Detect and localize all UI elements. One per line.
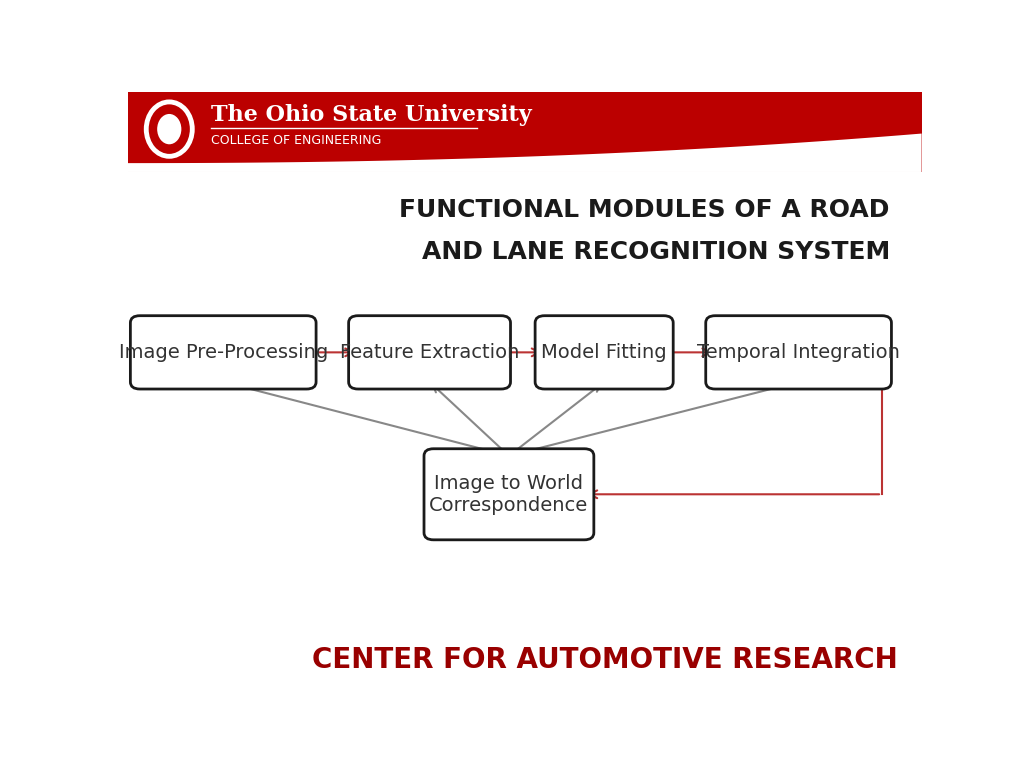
Polygon shape (128, 134, 922, 172)
Text: AND LANE RECOGNITION SYSTEM: AND LANE RECOGNITION SYSTEM (422, 240, 890, 264)
Text: CENTER FOR AUTOMOTIVE RESEARCH: CENTER FOR AUTOMOTIVE RESEARCH (312, 646, 898, 674)
Text: COLLEGE OF ENGINEERING: COLLEGE OF ENGINEERING (211, 134, 382, 147)
Text: Feature Extraction: Feature Extraction (340, 343, 519, 362)
Text: FUNCTIONAL MODULES OF A ROAD: FUNCTIONAL MODULES OF A ROAD (399, 198, 890, 223)
Ellipse shape (156, 113, 182, 146)
FancyBboxPatch shape (348, 316, 511, 389)
FancyBboxPatch shape (128, 92, 922, 172)
Text: The Ohio State University: The Ohio State University (211, 104, 532, 126)
FancyBboxPatch shape (130, 316, 316, 389)
FancyBboxPatch shape (424, 449, 594, 540)
Text: Image to World
Correspondence: Image to World Correspondence (429, 474, 589, 515)
Ellipse shape (146, 102, 193, 157)
FancyBboxPatch shape (536, 316, 673, 389)
Text: Model Fitting: Model Fitting (542, 343, 667, 362)
Text: Image Pre-Processing: Image Pre-Processing (119, 343, 328, 362)
FancyBboxPatch shape (706, 316, 892, 389)
Text: Temporal Integration: Temporal Integration (697, 343, 900, 362)
